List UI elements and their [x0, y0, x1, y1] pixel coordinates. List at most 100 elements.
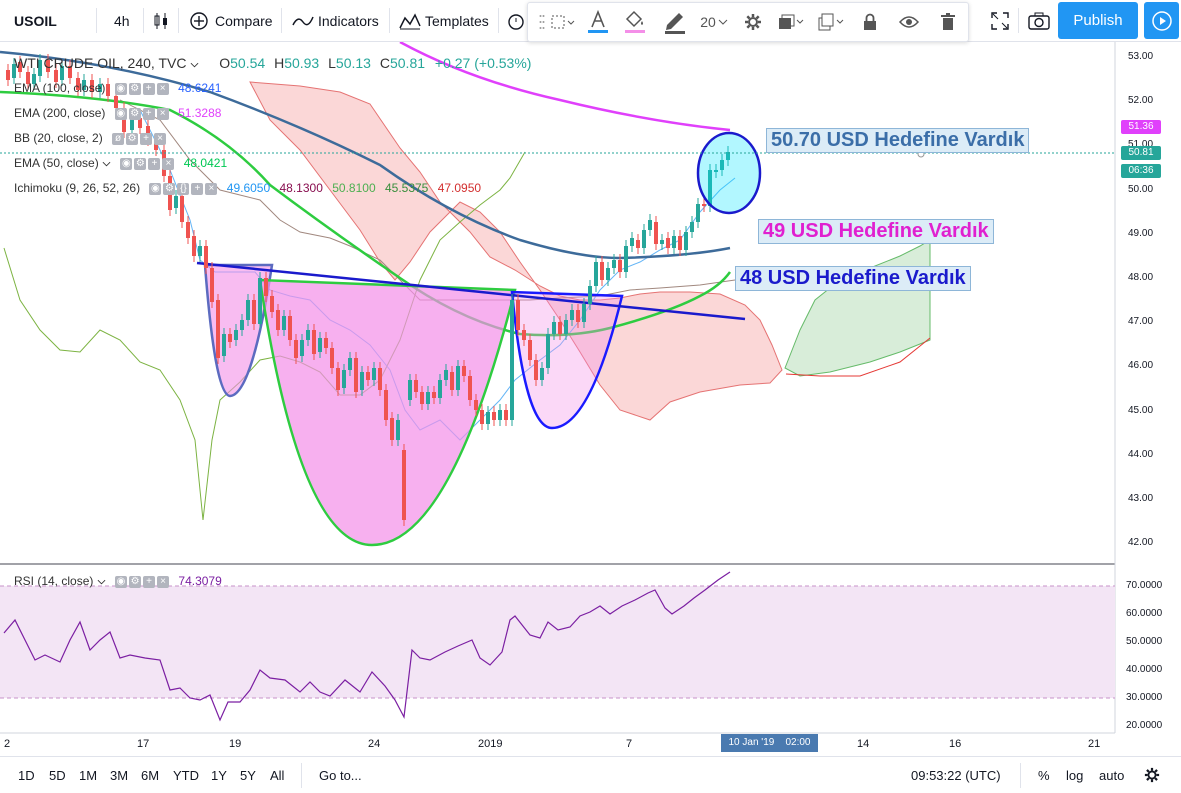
range-6m[interactable]: 6M: [141, 767, 160, 783]
drag-handle-icon[interactable]: [534, 3, 550, 41]
symbol-search[interactable]: USOIL: [14, 12, 57, 29]
eye-icon[interactable]: ◉: [114, 82, 127, 95]
indicator-legend-bb[interactable]: BB (20, close, 2) ø ⚙ + ×: [14, 131, 167, 145]
plus-icon[interactable]: +: [140, 132, 153, 145]
indicator-controls[interactable]: ◉ ⚙ + ×: [115, 575, 170, 588]
indicators-button[interactable]: Indicators: [292, 0, 379, 41]
range-1m[interactable]: 1M: [79, 767, 98, 783]
fill-color-button[interactable]: [620, 3, 650, 41]
eye-icon[interactable]: ◉: [149, 182, 162, 195]
indicator-legend-ichimoku[interactable]: Ichimoku (9, 26, 52, 26) ◉ ⚙{} + × 49.6050 …: [14, 181, 481, 195]
plus-icon[interactable]: +: [148, 157, 161, 170]
indicator-controls[interactable]: ◉ ⚙{} + ×: [149, 182, 218, 195]
chart-title[interactable]: WTI CRUDE OIL, 240, TVC: [14, 55, 187, 71]
close-icon[interactable]: ×: [156, 107, 169, 120]
range-5d[interactable]: 5D: [49, 767, 66, 783]
gear-icon[interactable]: ⚙: [128, 107, 141, 120]
time-tick: 19: [229, 738, 242, 750]
chart-type-button[interactable]: [152, 0, 170, 41]
hide-button[interactable]: [896, 3, 922, 41]
play-button[interactable]: [1144, 2, 1179, 39]
candle-body: [402, 450, 406, 520]
candle-body: [726, 152, 730, 160]
candle-body: [258, 278, 262, 324]
gear-icon[interactable]: ⚙: [163, 182, 176, 195]
clone-button[interactable]: [815, 3, 847, 41]
range-5y[interactable]: 5Y: [240, 767, 256, 783]
select-tool-button[interactable]: [548, 3, 578, 41]
percent-toggle[interactable]: %: [1038, 767, 1050, 783]
ema200-price-tag: 51.36: [1121, 120, 1161, 134]
interval-selector[interactable]: 4h: [114, 12, 130, 29]
plus-icon[interactable]: +: [142, 82, 155, 95]
gear-icon[interactable]: ⚙: [134, 157, 147, 170]
time-tick: 24: [368, 738, 381, 750]
candle-body: [672, 236, 676, 248]
neckline[interactable]: [196, 261, 746, 321]
candle-body: [26, 72, 30, 84]
indicator-controls[interactable]: ø ⚙ + ×: [112, 132, 167, 145]
target-annotation-1[interactable]: 50.70 USD Hedefine Vardık: [766, 128, 1030, 153]
text-color-button[interactable]: [583, 3, 613, 41]
close-icon[interactable]: ×: [157, 575, 170, 588]
eye-icon[interactable]: ◉: [114, 107, 127, 120]
candle-body: [228, 334, 232, 342]
plus-icon[interactable]: +: [143, 575, 156, 588]
candle-body: [12, 64, 16, 78]
indicator-controls[interactable]: ◉ ⚙ + ×: [120, 157, 175, 170]
gear-icon[interactable]: ⚙: [128, 82, 141, 95]
candle-body: [702, 204, 706, 206]
candle-body: [348, 358, 352, 370]
font-size-select[interactable]: 20: [698, 3, 730, 41]
alert-button[interactable]: [507, 0, 525, 41]
eye-icon[interactable]: ◉: [115, 575, 128, 588]
range-all[interactable]: All: [270, 767, 285, 783]
range-3m[interactable]: 3M: [110, 767, 129, 783]
indicator-legend-ema100[interactable]: EMA (100, close) ◉ ⚙ + × 48.6241: [14, 81, 221, 95]
range-ytd[interactable]: YTD: [173, 767, 199, 783]
clock-timezone[interactable]: 09:53:22 (UTC): [911, 767, 1001, 783]
range-1y[interactable]: 1Y: [211, 767, 227, 783]
rsi-legend[interactable]: RSI (14, close) ◉ ⚙ + × 74.3079: [14, 574, 222, 588]
indicator-name: RSI (14, close): [14, 574, 94, 588]
price-tick: 44.00: [1128, 448, 1154, 460]
close-icon[interactable]: ×: [162, 157, 175, 170]
snapshot-button[interactable]: [1028, 0, 1050, 41]
plus-icon[interactable]: +: [191, 182, 204, 195]
indicator-controls[interactable]: ◉ ⚙ + ×: [114, 82, 169, 95]
eye-icon[interactable]: ◉: [120, 157, 133, 170]
target-annotation-2[interactable]: 49 USD Hedefine Vardık: [758, 219, 994, 244]
target-annotation-3[interactable]: 48 USD Hedefine Vardık: [735, 266, 971, 291]
auto-toggle[interactable]: auto: [1099, 767, 1125, 783]
goto-button[interactable]: Go to...: [319, 767, 362, 783]
fullscreen-button[interactable]: [991, 0, 1009, 41]
indicator-controls[interactable]: ◉ ⚙ + ×: [114, 107, 169, 120]
chart-settings-button[interactable]: [1144, 757, 1160, 793]
line-color-button[interactable]: [660, 3, 690, 41]
indicator-legend-ema50[interactable]: EMA (50, close) ◉ ⚙ + × 48.0421: [14, 156, 227, 170]
close-icon[interactable]: ×: [156, 82, 169, 95]
templates-button[interactable]: Templates: [399, 0, 489, 41]
gear-icon[interactable]: ⚙: [129, 575, 142, 588]
price-chart[interactable]: [0, 42, 1181, 756]
gear-icon[interactable]: ⚙: [126, 132, 139, 145]
eye-off-icon[interactable]: ø: [112, 132, 125, 145]
indicator-legend-ema200[interactable]: EMA (200, close) ◉ ⚙ + × 51.3288: [14, 106, 221, 120]
plus-icon[interactable]: +: [142, 107, 155, 120]
candle-body: [564, 320, 568, 334]
settings-button[interactable]: [740, 3, 766, 41]
alarm-clock-icon: [508, 13, 524, 30]
close-icon[interactable]: ×: [205, 182, 218, 195]
compare-button[interactable]: Compare: [189, 0, 273, 41]
source-icon[interactable]: {}: [177, 182, 190, 195]
target-highlight-circle[interactable]: [696, 131, 762, 215]
range-1d[interactable]: 1D: [18, 767, 35, 783]
delete-button[interactable]: [936, 3, 960, 41]
visual-order-button[interactable]: [776, 3, 806, 41]
close-icon[interactable]: ×: [154, 132, 167, 145]
publish-button[interactable]: Publish: [1058, 2, 1138, 39]
log-toggle[interactable]: log: [1066, 767, 1084, 783]
price-tick: 45.00: [1128, 404, 1154, 416]
candle-body: [660, 240, 664, 244]
lock-button[interactable]: [858, 3, 882, 41]
